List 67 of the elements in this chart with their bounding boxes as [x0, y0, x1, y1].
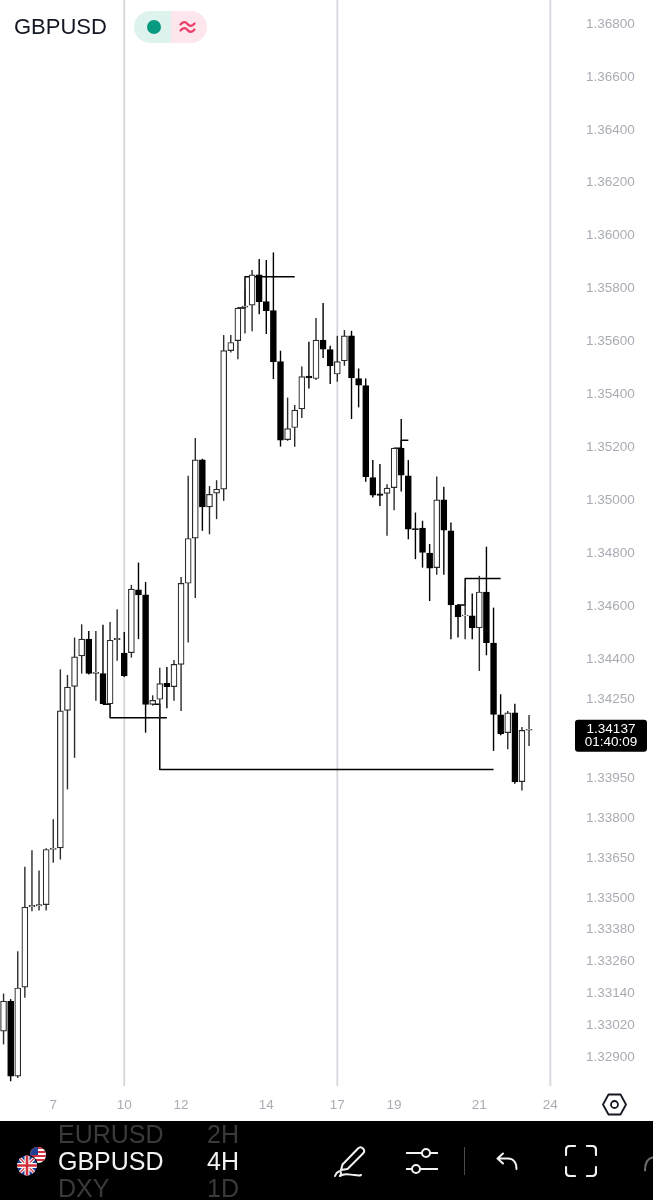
y-tick-label: 1.36400 — [586, 121, 635, 137]
candlestick — [120, 631, 128, 678]
x-tick-label: 10 — [116, 1096, 132, 1112]
candlestick — [355, 367, 362, 409]
y-tick-label: 1.35800 — [586, 280, 635, 296]
text: GBPUSD — [58, 1147, 164, 1175]
candlestick — [419, 520, 426, 569]
y-tick-label: 1.35000 — [586, 492, 635, 508]
candlestick — [291, 404, 299, 448]
candlestick — [163, 666, 171, 709]
candlestick — [504, 710, 512, 751]
candlestick — [64, 674, 71, 791]
candlestick — [135, 561, 142, 640]
y-tick-label: 1.35200 — [586, 439, 635, 455]
text: 1.34137 — [586, 721, 636, 737]
x-tick-label: 21 — [471, 1096, 487, 1112]
y-tick-label: 1.33500 — [586, 889, 635, 905]
candlestick — [341, 329, 348, 367]
text: 4H — [207, 1147, 239, 1175]
y-tick-label: 1.36600 — [586, 68, 635, 84]
x-tick-label: 14 — [258, 1096, 275, 1112]
candlestick — [412, 511, 419, 560]
y-tick-label: 1.33140 — [586, 985, 635, 1001]
x-tick-label: 12 — [173, 1096, 189, 1112]
candlestick — [426, 543, 433, 602]
candlestick — [326, 344, 334, 385]
candlestick — [383, 483, 391, 537]
y-tick-label: 1.33800 — [586, 810, 635, 826]
candlestick — [170, 659, 178, 702]
candlestick — [468, 592, 476, 640]
y-tick-label: 1.33950 — [586, 770, 635, 786]
candlestick — [461, 587, 469, 640]
x-tick-label: 19 — [386, 1096, 402, 1112]
y-tick-label: 1.35400 — [586, 386, 635, 402]
y-tick-label: 1.32900 — [586, 1048, 635, 1064]
y-tick-label: 1.33260 — [586, 953, 635, 969]
y-tick-label: 1.36000 — [586, 227, 635, 243]
candlestick — [497, 693, 504, 736]
candlestick — [284, 396, 291, 442]
candlestick — [319, 302, 327, 359]
candlestick — [241, 288, 249, 335]
y-tick-label: 1.34250 — [586, 691, 635, 706]
text: 1D — [207, 1174, 239, 1200]
y-tick-label: 1.34400 — [586, 651, 635, 667]
candlestick — [525, 714, 533, 747]
text: DXY — [58, 1174, 110, 1200]
y-tick-label: 1.33650 — [586, 849, 635, 865]
candlestick — [213, 479, 220, 520]
candlestick — [206, 485, 213, 535]
y-tick-label: 1.36200 — [586, 174, 635, 190]
text: GBPUSD — [14, 14, 107, 40]
candlestick — [92, 630, 100, 702]
candlestick — [78, 623, 85, 675]
text: EURUSD — [58, 1120, 164, 1148]
y-tick-label: 1.33380 — [586, 921, 635, 937]
y-tick-label: 1.34800 — [586, 545, 635, 561]
y-tick-label: 1.33020 — [586, 1016, 635, 1032]
x-tick-label: 17 — [329, 1096, 345, 1112]
text: 01:40:09 — [584, 734, 638, 750]
y-tick-label: 1.35600 — [586, 333, 635, 349]
y-tick-label: 1.36800 — [586, 15, 635, 31]
x-tick-label: 24 — [542, 1096, 559, 1112]
candlestick — [333, 335, 341, 383]
candlestick — [49, 818, 57, 864]
text: 2H — [207, 1120, 239, 1148]
x-tick-label: 7 — [49, 1096, 58, 1112]
y-tick-label: 1.34600 — [586, 598, 635, 614]
